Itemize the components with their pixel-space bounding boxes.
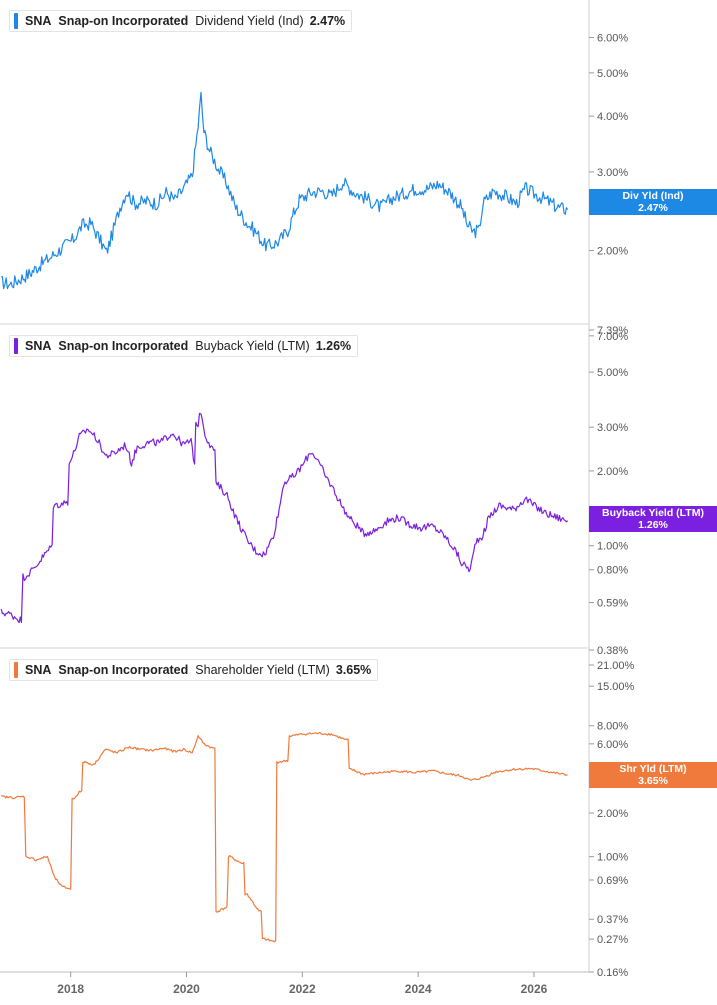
value-tag-title: Buyback Yield (LTM): [602, 507, 704, 519]
legend-swatch: [14, 338, 18, 354]
y-tick-label: 0.69%: [597, 875, 628, 887]
panel-3: 21.00%15.00%8.00%6.00%3.43%2.00%1.00%0.6…: [0, 647, 635, 979]
x-tick-label: 2026: [521, 982, 548, 996]
legend-swatch: [14, 13, 18, 29]
x-tick-label: 2022: [289, 982, 316, 996]
series-line: [0, 732, 568, 943]
value-tag-title: Shr Yld (LTM): [619, 763, 687, 775]
panel-2: 7.39%7.00% 5.00% 3.00% 2.00% 1.00% 0.80% 0.59%…: [0, 323, 628, 657]
x-tick-label: 2024: [405, 982, 432, 996]
legend-metric: Dividend Yield (Ind): [195, 14, 304, 28]
y-tick-label: 7.00%: [597, 331, 628, 343]
legend-1: SNA Snap-on Incorporated Dividend Yield (I…: [9, 10, 353, 32]
series-line: [0, 412, 569, 624]
y-tick-label: 0.37%: [597, 914, 628, 926]
x-tick-label: 2018: [57, 982, 84, 996]
value-tag-2: Buyback Yield (LTM) 1.26%: [589, 506, 717, 532]
y-tick-label: 1.00%: [597, 852, 628, 864]
value-tag-value: 3.65%: [638, 775, 668, 787]
y-tick-label: 6.00%: [597, 33, 628, 45]
y-tick-label: 2.00%: [597, 246, 628, 258]
y-tick-label: 0.27%: [597, 934, 628, 946]
y-tick-label: 0.38%: [597, 645, 628, 657]
legend-value: 1.26%: [315, 339, 352, 353]
value-tag-3: Shr Yld (LTM) 3.65%: [589, 762, 717, 788]
legend-metric: Shareholder Yield (LTM): [195, 663, 330, 677]
legend-ticker: SNA: [25, 14, 52, 28]
legend-2: SNA Snap-on Incorporated Buyback Yield (LT…: [9, 335, 359, 357]
y-tick-label: 5.00%: [597, 367, 628, 379]
y-tick-label: 2.00%: [597, 466, 628, 478]
y-tick-label: 6.00%: [597, 739, 628, 751]
legend-swatch: [14, 662, 18, 678]
y-tick-label: 3.00%: [597, 422, 628, 434]
legend-metric: Buyback Yield (LTM): [195, 339, 310, 353]
legend-company: Snap-on Incorporated: [58, 339, 189, 353]
series-line: [1, 91, 569, 290]
y-tick-label: 15.00%: [597, 681, 635, 693]
y-tick-label: 0.16%: [597, 967, 628, 979]
legend-ticker: SNA: [25, 339, 52, 353]
value-tag-value: 2.47%: [638, 202, 668, 214]
legend-3: SNA Snap-on Incorporated Shareholder Yield…: [9, 659, 379, 681]
y-tick-label: 5.00%: [597, 68, 628, 80]
value-tag-1: Div Yld (Ind) 2.47%: [589, 189, 717, 215]
legend-value: 2.47%: [309, 14, 346, 28]
y-tick-label: 8.00%: [597, 721, 628, 733]
panel-1: 6.00% 5.00% 4.00% 3.00% 2.00%: [1, 33, 628, 290]
y-tick-label: 0.59%: [597, 598, 628, 610]
y-tick-label: 4.00%: [597, 111, 628, 123]
legend-ticker: SNA: [25, 663, 52, 677]
y-tick-label: 7.39%: [597, 325, 628, 337]
y-tick-label: 1.00%: [597, 541, 628, 553]
y-tick-label: 21.00%: [597, 660, 635, 672]
value-tag-title: Div Yld (Ind): [622, 190, 684, 202]
legend-value: 3.65%: [335, 663, 372, 677]
legend-company: Snap-on Incorporated: [58, 663, 189, 677]
y-tick-label: 3.00%: [597, 167, 628, 179]
y-tick-label: 2.00%: [597, 808, 628, 820]
legend-company: Snap-on Incorporated: [58, 14, 189, 28]
value-tag-value: 1.26%: [638, 519, 668, 531]
x-tick-label: 2020: [173, 982, 200, 996]
y-tick-label: 0.80%: [597, 565, 628, 577]
